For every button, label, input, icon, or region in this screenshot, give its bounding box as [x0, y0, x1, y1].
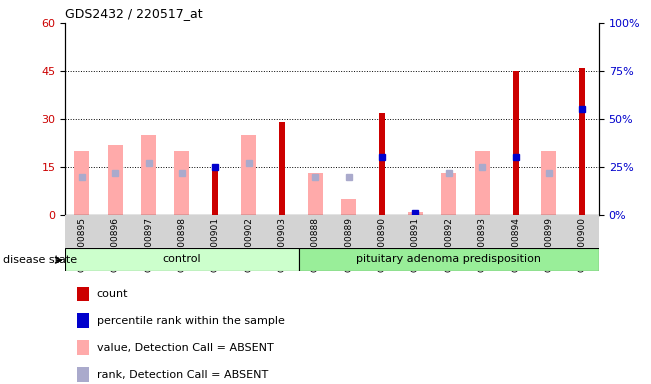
Bar — [141, 135, 156, 215]
Bar — [512, 71, 518, 215]
Text: percentile rank within the sample: percentile rank within the sample — [96, 316, 284, 326]
Bar — [174, 151, 189, 215]
Bar — [542, 151, 557, 215]
Text: GSM100889: GSM100889 — [344, 217, 353, 271]
Text: GSM100894: GSM100894 — [511, 217, 520, 271]
Text: GSM100895: GSM100895 — [77, 217, 87, 271]
Bar — [241, 135, 256, 215]
Bar — [308, 174, 323, 215]
Text: GSM100888: GSM100888 — [311, 217, 320, 271]
Bar — [341, 199, 356, 215]
Text: value, Detection Call = ABSENT: value, Detection Call = ABSENT — [96, 343, 273, 353]
Text: pituitary adenoma predisposition: pituitary adenoma predisposition — [356, 254, 541, 264]
Bar — [107, 145, 122, 215]
Text: GSM100898: GSM100898 — [177, 217, 186, 271]
Text: GSM100890: GSM100890 — [378, 217, 387, 271]
Bar — [77, 367, 89, 382]
Text: count: count — [96, 289, 128, 299]
Text: GSM100902: GSM100902 — [244, 217, 253, 271]
Bar — [408, 212, 423, 215]
Text: GSM100891: GSM100891 — [411, 217, 420, 271]
Bar — [77, 313, 89, 328]
Text: GDS2432 / 220517_at: GDS2432 / 220517_at — [65, 7, 202, 20]
FancyBboxPatch shape — [299, 248, 599, 271]
Bar — [579, 68, 585, 215]
Bar — [77, 341, 89, 355]
Bar — [279, 122, 285, 215]
Bar — [212, 167, 218, 215]
Text: GSM100903: GSM100903 — [277, 217, 286, 271]
Text: GSM100896: GSM100896 — [111, 217, 120, 271]
Text: rank, Detection Call = ABSENT: rank, Detection Call = ABSENT — [96, 370, 268, 380]
FancyBboxPatch shape — [65, 248, 299, 271]
Bar — [77, 286, 89, 301]
Text: GSM100900: GSM100900 — [577, 217, 587, 271]
Bar — [441, 174, 456, 215]
Text: GSM100893: GSM100893 — [478, 217, 487, 271]
Bar — [475, 151, 490, 215]
Text: GSM100901: GSM100901 — [211, 217, 220, 271]
Bar — [74, 151, 89, 215]
Text: GSM100897: GSM100897 — [144, 217, 153, 271]
Text: GSM100892: GSM100892 — [444, 217, 453, 271]
Text: GSM100899: GSM100899 — [544, 217, 553, 271]
Text: control: control — [163, 254, 201, 264]
Bar — [379, 113, 385, 215]
Text: disease state: disease state — [3, 255, 77, 265]
